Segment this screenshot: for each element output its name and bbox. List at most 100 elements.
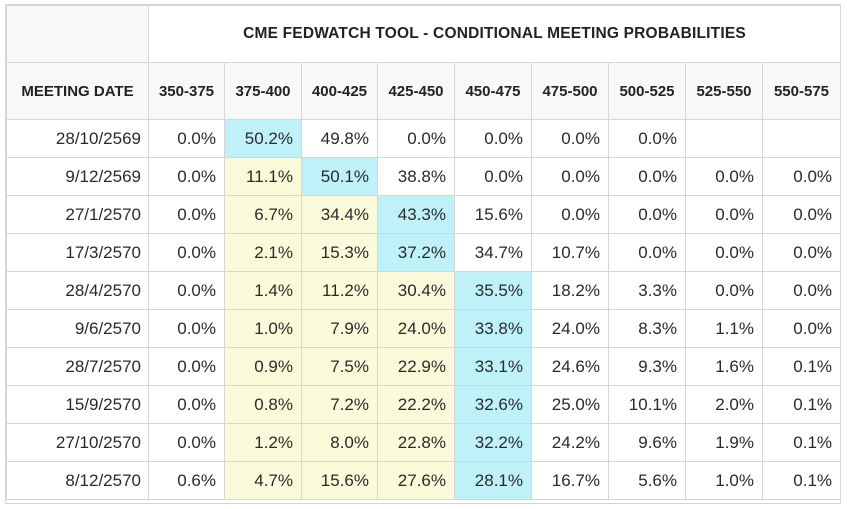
table-row: 27/1/2570 0.0% 6.7% 34.4% 43.3% 15.6% 0.0% 0.0%… <box>6 195 842 234</box>
probability-cell: 0.0% <box>454 119 532 158</box>
probability-cell: 0.0% <box>148 195 225 234</box>
probability-cell: 27.6% <box>377 461 455 500</box>
probability-cell: 0.0% <box>148 309 225 348</box>
probability-cell: 0.0% <box>761 233 842 272</box>
probability-cell: 0.0% <box>148 347 225 386</box>
probability-cell: 32.2% <box>454 423 532 462</box>
probability-cell: 0.0% <box>608 119 686 158</box>
range-header: 475-500 <box>531 62 609 120</box>
probability-cell: 28.1% <box>454 461 532 500</box>
meeting-date-header: MEETING DATE <box>6 62 149 120</box>
range-header: 375-400 <box>224 62 302 120</box>
probability-cell: 0.9% <box>224 347 302 386</box>
probability-cell: 35.5% <box>454 271 532 310</box>
probability-cell: 4.7% <box>224 461 302 500</box>
range-header: 500-525 <box>608 62 686 120</box>
probability-cell: 0.0% <box>148 233 225 272</box>
probability-cell: 0.1% <box>761 347 842 386</box>
probability-cell: 0.0% <box>148 423 225 462</box>
probability-cell: 11.1% <box>224 157 302 196</box>
probability-cell: 0.1% <box>761 385 842 424</box>
probability-cell <box>761 119 842 158</box>
table-body: 28/10/2569 0.0% 50.2% 49.8% 0.0% 0.0% 0.0% 0.0%… <box>6 119 842 500</box>
probability-cell: 1.4% <box>224 271 302 310</box>
probability-cell: 22.9% <box>377 347 455 386</box>
table-row: 28/7/2570 0.0% 0.9% 7.5% 22.9% 33.1% 24.6% 9.3%… <box>6 347 842 386</box>
probability-cell: 0.0% <box>377 119 455 158</box>
probability-cell: 0.1% <box>761 423 842 462</box>
probability-cell: 0.0% <box>531 157 609 196</box>
probability-cell: 7.9% <box>301 309 378 348</box>
probability-cell: 16.7% <box>531 461 609 500</box>
probability-cell: 32.6% <box>454 385 532 424</box>
probability-cell: 34.7% <box>454 233 532 272</box>
probability-cell: 22.8% <box>377 423 455 462</box>
probability-cell: 0.0% <box>685 233 763 272</box>
table-title: CME FEDWATCH TOOL - CONDITIONAL MEETING … <box>147 5 842 63</box>
probability-cell: 0.0% <box>608 233 686 272</box>
probability-cell: 1.9% <box>685 423 763 462</box>
probability-cell: 1.0% <box>685 461 763 500</box>
probability-cell: 0.0% <box>761 195 842 234</box>
probability-cell: 25.0% <box>531 385 609 424</box>
probability-cell: 0.0% <box>761 309 842 348</box>
probability-cell: 0.0% <box>685 271 763 310</box>
table-row: 28/10/2569 0.0% 50.2% 49.8% 0.0% 0.0% 0.0% 0.0% <box>6 119 842 158</box>
table-row: 8/12/2570 0.6% 4.7% 15.6% 27.6% 28.1% 16.7% 5.6… <box>6 461 842 500</box>
probability-cell: 1.2% <box>224 423 302 462</box>
meeting-date-cell: 9/6/2570 <box>6 309 149 348</box>
table-row: 9/12/2569 0.0% 11.1% 50.1% 38.8% 0.0% 0.0% 0.0%… <box>6 157 842 196</box>
probability-cell: 0.0% <box>454 157 532 196</box>
probability-cell: 43.3% <box>377 195 455 234</box>
fedwatch-table-frame: CME FEDWATCH TOOL - CONDITIONAL MEETING … <box>5 4 842 504</box>
probability-cell: 2.1% <box>224 233 302 272</box>
range-header: 425-450 <box>377 62 455 120</box>
probability-cell: 10.7% <box>531 233 609 272</box>
probability-cell: 33.1% <box>454 347 532 386</box>
probability-cell: 0.0% <box>531 119 609 158</box>
probability-cell: 15.6% <box>454 195 532 234</box>
probability-cell: 3.3% <box>608 271 686 310</box>
probability-cell: 49.8% <box>301 119 378 158</box>
probability-cell: 0.0% <box>148 157 225 196</box>
blank-corner-cell <box>6 5 149 63</box>
table-row: 17/3/2570 0.0% 2.1% 15.3% 37.2% 34.7% 10.7% 0.0… <box>6 233 842 272</box>
probability-cell: 38.8% <box>377 157 455 196</box>
probability-cell: 18.2% <box>531 271 609 310</box>
column-header-row: MEETING DATE 350-375 375-400 400-425 425-45… <box>6 62 842 120</box>
probability-cell: 7.2% <box>301 385 378 424</box>
probability-cell: 2.0% <box>685 385 763 424</box>
probability-cell: 0.0% <box>685 157 763 196</box>
meeting-date-cell: 27/1/2570 <box>6 195 149 234</box>
probability-cell: 0.0% <box>148 271 225 310</box>
probability-cell: 24.2% <box>531 423 609 462</box>
probability-cell: 1.6% <box>685 347 763 386</box>
probability-cell: 22.2% <box>377 385 455 424</box>
probabilities-table: CME FEDWATCH TOOL - CONDITIONAL MEETING … <box>6 5 842 500</box>
probability-cell: 50.2% <box>224 119 302 158</box>
range-header: 550-575 <box>761 62 842 120</box>
table-row: 28/4/2570 0.0% 1.4% 11.2% 30.4% 35.5% 18.2% 3.3… <box>6 271 842 310</box>
probability-cell: 0.0% <box>608 157 686 196</box>
probability-cell: 50.1% <box>301 157 378 196</box>
table-row: 9/6/2570 0.0% 1.0% 7.9% 24.0% 33.8% 24.0% 8.3% 1… <box>6 309 842 348</box>
probability-cell: 0.0% <box>685 195 763 234</box>
meeting-date-cell: 17/3/2570 <box>6 233 149 272</box>
probability-cell: 10.1% <box>608 385 686 424</box>
meeting-date-cell: 8/12/2570 <box>6 461 149 500</box>
meeting-date-cell: 28/7/2570 <box>6 347 149 386</box>
probability-cell: 37.2% <box>377 233 455 272</box>
probability-cell: 33.8% <box>454 309 532 348</box>
probability-cell <box>685 119 763 158</box>
probability-cell: 9.6% <box>608 423 686 462</box>
title-row: CME FEDWATCH TOOL - CONDITIONAL MEETING … <box>6 5 842 63</box>
probability-cell: 24.0% <box>377 309 455 348</box>
probability-cell: 0.0% <box>608 195 686 234</box>
probability-cell: 8.3% <box>608 309 686 348</box>
meeting-date-cell: 15/9/2570 <box>6 385 149 424</box>
table-row: 27/10/2570 0.0% 1.2% 8.0% 22.8% 32.2% 24.2% 9.6… <box>6 423 842 462</box>
probability-cell: 6.7% <box>224 195 302 234</box>
meeting-date-cell: 28/10/2569 <box>6 119 149 158</box>
probability-cell: 0.8% <box>224 385 302 424</box>
probability-cell: 7.5% <box>301 347 378 386</box>
